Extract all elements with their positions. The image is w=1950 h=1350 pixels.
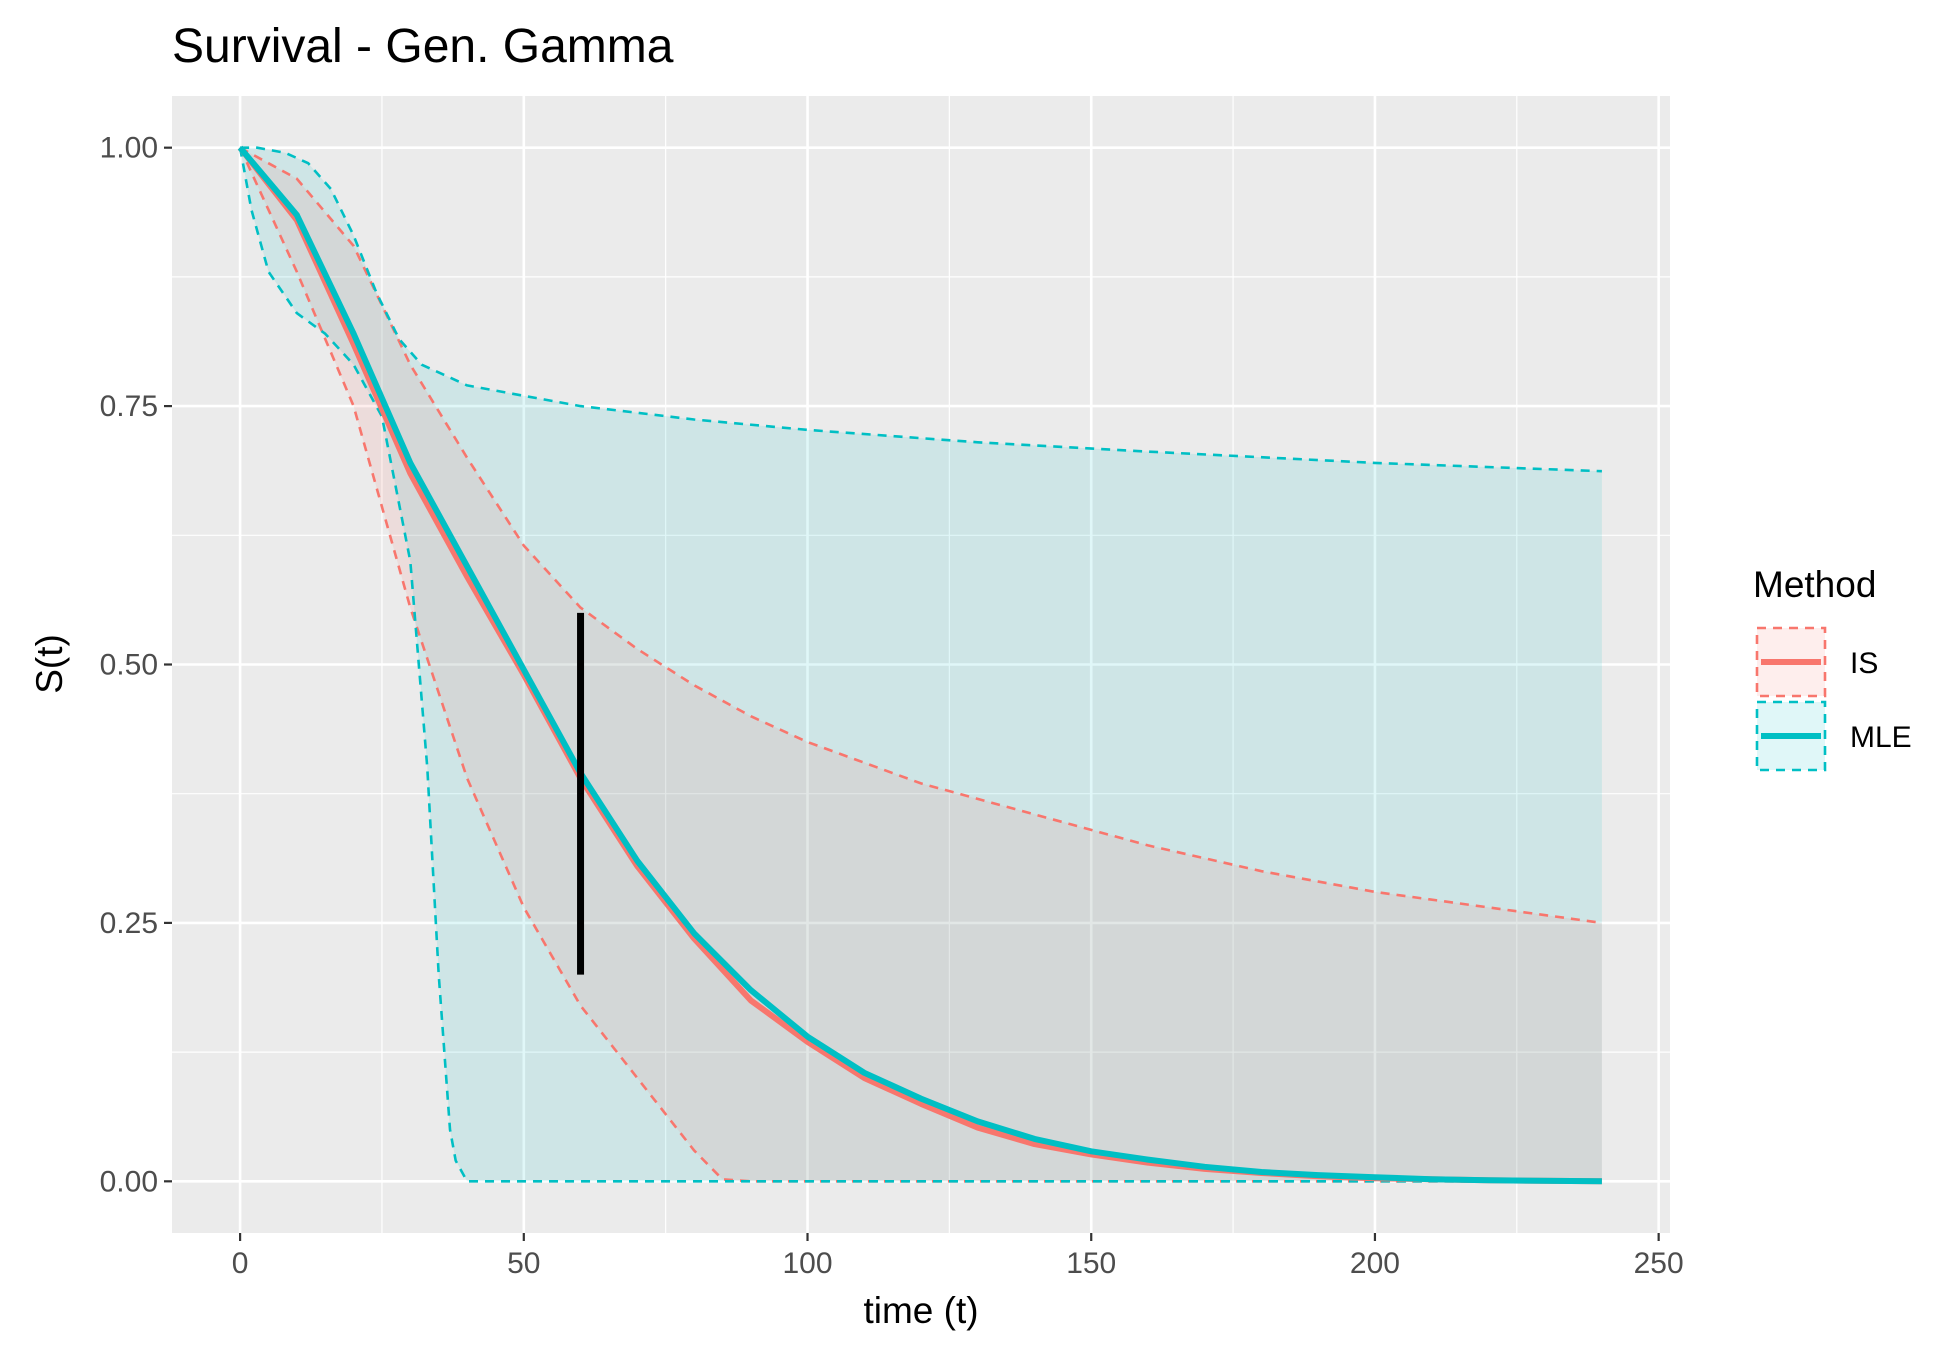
legend-title: Method [1753,564,1876,605]
x-axis-title: time (t) [863,1290,978,1331]
y-axis-title: S(t) [29,634,70,694]
x-tick-label: 0 [232,1247,249,1280]
x-tick-label: 250 [1634,1247,1684,1280]
x-tick-label: 150 [1066,1247,1116,1280]
band-upper-mle [240,146,1602,473]
legend-label-is: IS [1850,647,1878,680]
band-lower-mle [238,147,1602,1183]
chart-title-group: Survival - Gen. Gamma [172,20,674,73]
y-tick-label: 0.50 [100,649,158,682]
y-tick-label: 1.00 [100,132,158,165]
band-upper-is [239,146,1603,925]
y-axis: 0.00 0.25 0.50 0.75 1.00 [100,132,172,1198]
band-lower-is [238,147,1602,1183]
chart-title: Survival - Gen. Gamma [172,20,674,73]
legend: Method IS MLE [1753,564,1912,772]
legend-label-mle: MLE [1850,721,1912,754]
x-tick-label: 50 [507,1247,540,1280]
estimate-lines [237,145,1602,1185]
estimate-line-mle [237,145,1602,1185]
confidence-band-lines [238,146,1603,1183]
x-axis: 0 50 100 150 200 250 [232,1233,1684,1280]
y-tick-label: 0.75 [100,390,158,423]
x-tick-label: 200 [1350,1247,1400,1280]
y-tick-label: 0.00 [100,1165,158,1198]
y-tick-label: 0.25 [100,907,158,940]
legend-keys: IS MLE [1755,626,1912,772]
x-tick-label: 100 [782,1247,832,1280]
